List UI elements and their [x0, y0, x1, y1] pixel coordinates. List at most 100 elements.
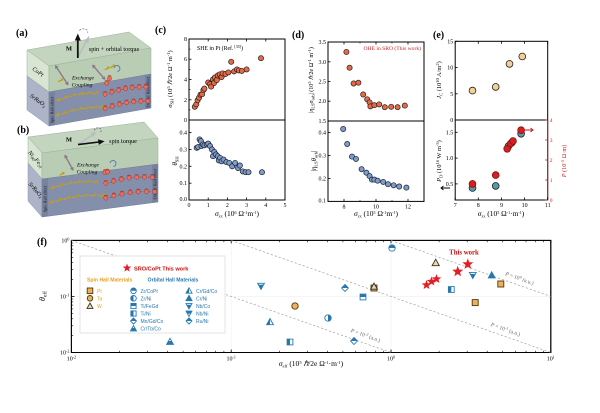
svg-text:Coupling: Coupling [72, 83, 93, 89]
svg-text:|ηLSθorb|: |ηLSθorb| [311, 151, 319, 172]
svg-text:10: 10 [447, 66, 453, 72]
svg-text:Spin Hall Materials: Spin Hall Materials [87, 278, 132, 284]
svg-text:2: 2 [226, 203, 229, 209]
svg-text:10: 10 [522, 203, 528, 209]
svg-text:Zr/CoPt: Zr/CoPt [141, 289, 159, 295]
svg-text:W: W [97, 304, 102, 310]
svg-text:Spin Hall effect: Spin Hall effect [49, 96, 54, 123]
svg-text:σxx (105 Ω-1·m-1): σxx (105 Ω-1·m-1) [478, 209, 525, 219]
svg-text:(e): (e) [433, 30, 444, 41]
svg-text:0.5: 0.5 [446, 182, 454, 188]
svg-text:0.1: 0.1 [180, 181, 188, 187]
svg-text:3.0: 3.0 [319, 60, 327, 66]
svg-text:(c): (c) [155, 25, 166, 36]
svg-text:6: 6 [184, 57, 187, 63]
svg-text:100: 100 [387, 355, 395, 363]
svg-text:Ta: Ta [97, 297, 103, 303]
svg-text:10: 10 [373, 204, 379, 210]
svg-text:Mn/Gd/Co: Mn/Gd/Co [141, 319, 164, 325]
svg-text:(d): (d) [292, 30, 304, 41]
svg-text:spin torque: spin torque [109, 138, 137, 145]
svg-text:Cr/Tb/Co: Cr/Tb/Co [141, 327, 162, 333]
svg-text:|ηLSσorb| (105 ℏ/2e Ω-1 m-1): |ηLSσorb| (105 ℏ/2e Ω-1 m-1) [307, 47, 316, 113]
svg-text:3: 3 [550, 138, 553, 144]
svg-text:1.5: 1.5 [319, 119, 327, 125]
svg-text:8: 8 [477, 203, 480, 209]
svg-text:M: M [66, 46, 72, 53]
svg-text:Ti/Ni: Ti/Ni [141, 312, 151, 318]
svg-text:5: 5 [450, 92, 453, 98]
svg-text:8: 8 [343, 204, 346, 210]
svg-text:(a): (a) [16, 28, 28, 39]
svg-text:Cr/Gd/Co: Cr/Gd/Co [196, 289, 217, 295]
svg-text:1: 1 [550, 178, 553, 184]
svg-text:10-2: 10-2 [60, 349, 69, 357]
svg-text:Coupling: Coupling [77, 170, 98, 176]
svg-text:9: 9 [500, 203, 503, 209]
svg-text:0: 0 [450, 118, 453, 124]
svg-text:Cr/Ni: Cr/Ni [196, 297, 207, 303]
svg-text:0: 0 [550, 198, 553, 204]
svg-text:Exchange: Exchange [76, 163, 100, 169]
svg-text:2: 2 [550, 158, 553, 164]
svg-text:Exchange: Exchange [71, 76, 95, 82]
svg-text:PD (1016 W m-3): PD (1016 W m-3) [435, 140, 444, 183]
svg-text:Ti/FeGd: Ti/FeGd [141, 304, 159, 310]
svg-text:SRO/CoPt This work: SRO/CoPt This work [134, 267, 189, 273]
svg-text:0.4: 0.4 [180, 131, 188, 137]
svg-text:SHE in Pt (Ref. [35]): SHE in Pt (Ref. [35]) [197, 44, 243, 52]
svg-text:8: 8 [184, 37, 187, 43]
svg-text:Nb/Ni: Nb/Ni [196, 312, 209, 318]
svg-text:M: M [66, 137, 72, 144]
svg-text:P (10-5 Ω·m): P (10-5 Ω·m) [560, 145, 568, 178]
svg-text:JC (1010 A/m2): JC (1010 A/m2) [435, 61, 444, 98]
svg-text:2.5: 2.5 [319, 80, 327, 86]
svg-text:4: 4 [184, 78, 187, 84]
svg-text:Orbital Hall effect: Orbital Hall effect [152, 168, 157, 199]
svg-text:4: 4 [550, 118, 553, 124]
svg-text:100: 100 [61, 236, 69, 244]
svg-text:0.2: 0.2 [319, 176, 327, 182]
svg-text:0.2: 0.2 [180, 164, 188, 170]
svg-text:θeff: θeff [38, 291, 49, 301]
svg-text:σxx (105 Ω-1m-1): σxx (105 Ω-1m-1) [354, 209, 399, 219]
svg-text:3.5: 3.5 [319, 40, 327, 46]
svg-text:σSH (105 ℏ/2e Ω-1 m-1): σSH (105 ℏ/2e Ω-1 m-1) [166, 50, 175, 107]
svg-text:σxx (106 Ω-1m-1): σxx (106 Ω-1m-1) [215, 209, 260, 219]
svg-text:3: 3 [245, 203, 248, 209]
svg-text:2: 2 [184, 98, 187, 104]
svg-text:0.3: 0.3 [180, 148, 188, 154]
svg-text:0.0: 0.0 [180, 197, 188, 203]
svg-text:spin + orbital torque: spin + orbital torque [89, 46, 140, 53]
svg-text:Spin Hall effect: Spin Hall effect [42, 185, 47, 212]
svg-text:10-2: 10-2 [67, 355, 76, 363]
svg-text:θSH: θSH [171, 156, 180, 166]
svg-text:15: 15 [447, 39, 453, 45]
svg-text:5: 5 [284, 203, 287, 209]
svg-text:0: 0 [184, 118, 187, 124]
svg-text:Zr/Ni: Zr/Ni [141, 297, 152, 303]
svg-text:1.0: 1.0 [446, 156, 454, 162]
svg-text:Orbital Hall Materials: Orbital Hall Materials [148, 278, 199, 284]
svg-text:1: 1 [207, 203, 210, 209]
svg-text:11: 11 [545, 203, 551, 209]
svg-text:OHE in SRO (This work): OHE in SRO (This work) [364, 45, 422, 52]
svg-text:10-1: 10-1 [227, 355, 236, 363]
svg-text:2.0: 2.0 [319, 99, 327, 105]
svg-text:(f): (f) [37, 237, 47, 248]
svg-text:4: 4 [264, 203, 267, 209]
svg-text:Pt: Pt [97, 289, 102, 295]
svg-text:This work: This work [449, 250, 479, 257]
svg-text:(b): (b) [17, 125, 29, 136]
svg-text:0.4: 0.4 [319, 131, 327, 137]
svg-text:Ru/Ni: Ru/Ni [196, 319, 209, 325]
svg-text:0: 0 [188, 203, 191, 209]
svg-text:101: 101 [547, 355, 555, 363]
svg-text:7: 7 [454, 203, 457, 209]
svg-text:12: 12 [405, 204, 411, 210]
svg-text:0.3: 0.3 [319, 154, 327, 160]
svg-text:1.5: 1.5 [446, 130, 454, 136]
svg-text:Orbital Hall effect: Orbital Hall effect [145, 76, 150, 107]
svg-text:Nb/Co: Nb/Co [196, 304, 210, 310]
svg-text:σeff (105 ℏ/2e Ω-1·m-1): σeff (105 ℏ/2e Ω-1·m-1) [279, 359, 344, 369]
